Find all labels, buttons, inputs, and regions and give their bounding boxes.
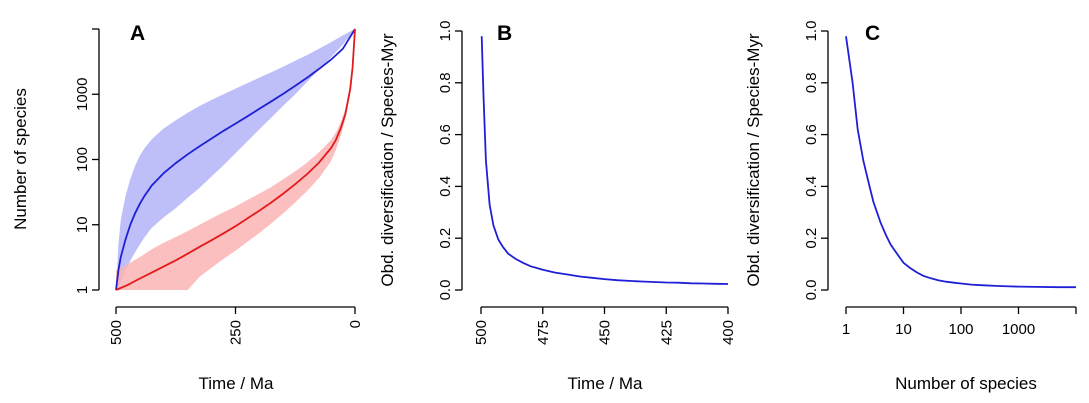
- panel-a: 1 10 100 1000 500 250 0 A Time / Ma Number of…: [11, 22, 364, 393]
- panel-b: 0.0 0.2 0.4 0.6 0.8 1.0 500 475 450 425 400 B Tim…: [378, 21, 737, 393]
- panel-a-y-tick-label: 10: [74, 216, 91, 233]
- panel-a-x-tick-label: 250: [228, 320, 245, 345]
- panel-b-y-tick-label: 0.8: [437, 72, 454, 93]
- panel-b-x-label: Time / Ma: [568, 374, 643, 393]
- panel-c-y-ticks: 0.0 0.2 0.4 0.6 0.8 1.0: [803, 21, 828, 301]
- panel-a-y-label: Number of species: [11, 88, 30, 230]
- panel-a-band-red: [116, 29, 355, 290]
- panel-b-y-label: Obd. diversification / Species-Myr: [378, 33, 397, 287]
- panel-c-lines: [845, 36, 1076, 289]
- panel-b-x-ticks: 500 475 450 425 400: [473, 307, 737, 345]
- panel-b-y-tick-label: 1.0: [437, 21, 454, 42]
- panel-c-x-tick-label: 1: [842, 321, 850, 338]
- panel-b-y-tick-label: 0.4: [437, 176, 454, 197]
- panel-a-bands: [116, 29, 355, 290]
- panel-c-x-tick-label: 10: [895, 321, 912, 338]
- panel-b-x-tick-label: 425: [658, 320, 675, 345]
- panel-c-y-tick-label: 1.0: [803, 21, 820, 42]
- panel-a-band-blue: [116, 29, 355, 290]
- panel-b-line-blue: [480, 36, 729, 285]
- panel-a-y-tick-label: 100: [74, 147, 91, 172]
- panel-b-y-ticks: 0.0 0.2 0.4 0.6 0.8 1.0: [437, 21, 462, 301]
- panel-b-y-tick-label: 0.2: [437, 228, 454, 249]
- panel-a-x-tick-label: 0: [347, 320, 364, 328]
- panel-c-y-label: Obd. diversification / Species-Myr: [744, 33, 763, 287]
- panel-a-y-tick-label: 1000: [74, 78, 91, 111]
- panel-c-x-tick-label: 100: [948, 321, 973, 338]
- panel-a-lines: [115, 28, 356, 291]
- panel-c: 0.0 0.2 0.4 0.6 0.8 1.0 1 10 100 1000 C Number o…: [744, 21, 1077, 393]
- panel-b-x-tick-label: 450: [597, 320, 614, 345]
- panel-a-label: A: [130, 22, 145, 45]
- panel-c-y-tick-label: 0.6: [803, 124, 820, 145]
- panel-b-lines: [480, 36, 729, 285]
- panel-b-label: B: [497, 22, 512, 45]
- panel-b-y-tick-label: 0.0: [437, 280, 454, 301]
- panel-c-y-tick-label: 0.8: [803, 72, 820, 93]
- panel-c-y-tick-label: 0.0: [803, 280, 820, 301]
- panel-c-label: C: [865, 22, 880, 45]
- panel-c-line-blue: [845, 36, 1076, 289]
- panel-b-y-tick-label: 0.6: [437, 124, 454, 145]
- panel-b-x-tick-label: 500: [473, 320, 490, 345]
- panel-c-y-tick-label: 0.2: [803, 228, 820, 249]
- panel-c-x-tick-label: 1000: [1002, 321, 1035, 338]
- panel-a-x-ticks: 500 250 0: [108, 307, 364, 345]
- panel-a-y-tick-label: 1: [74, 286, 91, 294]
- panel-a-x-label: Time / Ma: [199, 374, 274, 393]
- panel-a-line-blue: [115, 28, 356, 291]
- panel-c-y-tick-label: 0.4: [803, 176, 820, 197]
- panel-a-x-tick-label: 500: [108, 320, 125, 345]
- panel-a-line-red: [115, 28, 356, 291]
- panel-a-y-ticks: 1 10 100 1000: [74, 28, 99, 294]
- panel-c-x-ticks: 1 10 100 1000: [842, 307, 1077, 338]
- panel-c-x-label: Number of species: [895, 374, 1037, 393]
- panel-b-x-tick-label: 475: [535, 320, 552, 345]
- panel-b-x-tick-label: 400: [720, 320, 737, 345]
